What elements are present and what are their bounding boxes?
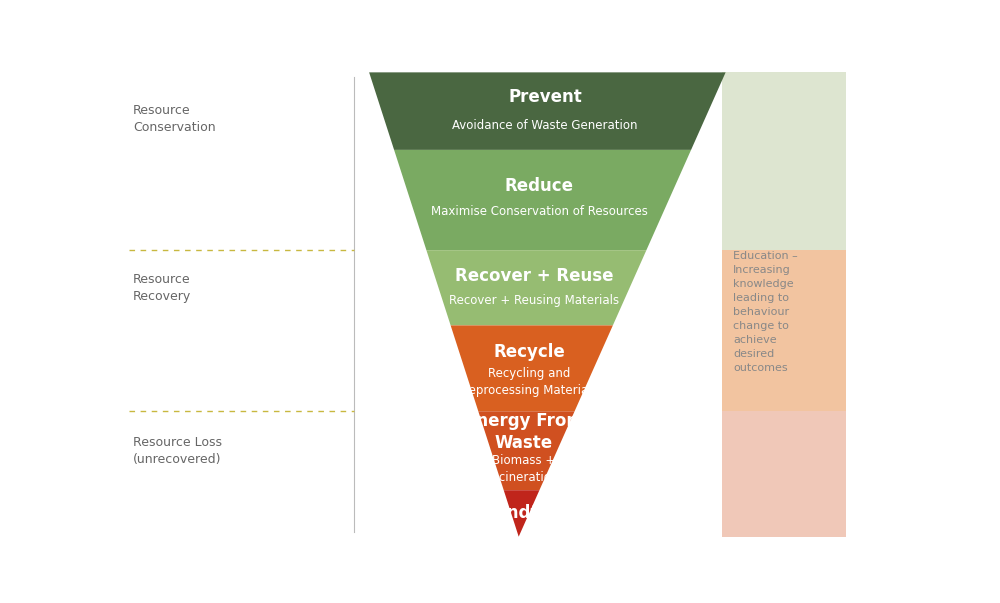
Text: Avoidance of Waste Generation: Avoidance of Waste Generation — [452, 119, 638, 131]
Text: Biomass +
Incineration: Biomass + Incineration — [489, 454, 559, 484]
Text: Recycling and
Reprocessing Materials: Recycling and Reprocessing Materials — [461, 367, 597, 397]
Polygon shape — [504, 490, 539, 537]
Text: Energy From
Waste: Energy From Waste — [465, 412, 583, 452]
Polygon shape — [426, 250, 646, 326]
Text: Recover + Reusing Materials: Recover + Reusing Materials — [449, 294, 619, 308]
Text: Recover + Reuse: Recover + Reuse — [455, 267, 613, 285]
Bar — [722, 72, 846, 250]
Text: Resource
Conservation: Resource Conservation — [133, 104, 215, 134]
Text: Prevent: Prevent — [508, 88, 582, 106]
Polygon shape — [478, 411, 575, 490]
Text: Recycle: Recycle — [493, 343, 565, 361]
Bar — [722, 250, 846, 411]
Bar — [722, 411, 846, 537]
Text: Resource Loss
(unrecovered): Resource Loss (unrecovered) — [133, 436, 222, 466]
Text: Resource
Recovery: Resource Recovery — [133, 273, 191, 303]
Text: Education –
Increasing
knowledge
leading to
behaviour
change to
achieve
desired
: Education – Increasing knowledge leading… — [733, 251, 798, 373]
Polygon shape — [369, 72, 726, 150]
Polygon shape — [451, 326, 613, 411]
Text: Maximise Conservation of Resources: Maximise Conservation of Resources — [431, 205, 648, 218]
Text: Reduce: Reduce — [505, 177, 574, 195]
Polygon shape — [394, 150, 691, 250]
Text: Landfill: Landfill — [485, 505, 555, 522]
